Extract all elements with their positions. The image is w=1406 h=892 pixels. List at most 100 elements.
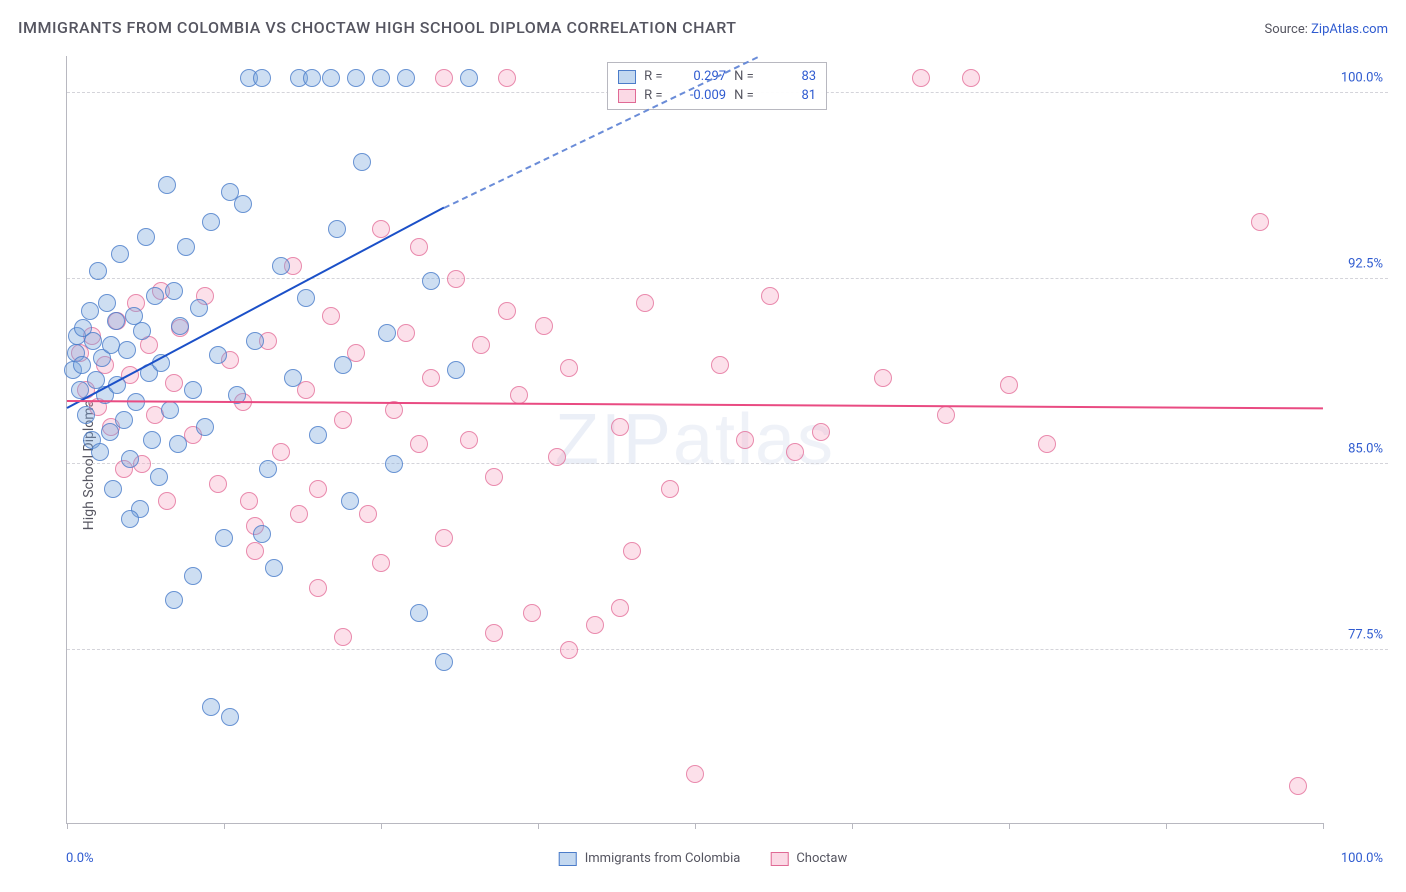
scatter-point (303, 69, 321, 87)
scatter-point (158, 176, 176, 194)
scatter-point (786, 443, 804, 461)
scatter-point (118, 341, 136, 359)
scatter-point (711, 356, 729, 374)
scatter-point (611, 599, 629, 617)
scatter-point (137, 228, 155, 246)
stat-n-value: 81 (768, 88, 816, 103)
scatter-point (265, 559, 283, 577)
scatter-point (460, 431, 478, 449)
plot-area: ZIPatlas 77.5%85.0%92.5%100.0%R =0.297N … (66, 56, 1323, 824)
scatter-point (309, 579, 327, 597)
scatter-point (158, 492, 176, 510)
scatter-point (253, 525, 271, 543)
scatter-point (169, 435, 187, 453)
x-tick (67, 823, 68, 829)
x-tick (1323, 823, 1324, 829)
scatter-point (91, 443, 109, 461)
scatter-point (372, 554, 390, 572)
scatter-point (322, 307, 340, 325)
y-tick-label: 100.0% (1341, 71, 1383, 86)
scatter-point (184, 567, 202, 585)
scatter-point (115, 411, 133, 429)
trend-line-pink (67, 400, 1323, 409)
scatter-point (328, 220, 346, 238)
scatter-point (761, 287, 779, 305)
scatter-point (309, 480, 327, 498)
scatter-point (161, 401, 179, 419)
scatter-point (636, 294, 654, 312)
stats-row: R =-0.009N =81 (608, 86, 826, 105)
scatter-point (184, 381, 202, 399)
scatter-point (202, 213, 220, 231)
x-tick (852, 823, 853, 829)
x-tick (1166, 823, 1167, 829)
scatter-point (272, 443, 290, 461)
scatter-point (912, 69, 930, 87)
scatter-point (165, 282, 183, 300)
source-link[interactable]: ZipAtlas.com (1311, 22, 1388, 37)
scatter-point (359, 505, 377, 523)
scatter-point (209, 346, 227, 364)
scatter-point (190, 299, 208, 317)
scatter-point (165, 374, 183, 392)
scatter-point (77, 406, 95, 424)
scatter-point (535, 317, 553, 335)
stat-n-value: 83 (768, 69, 816, 84)
scatter-point (874, 369, 892, 387)
scatter-point (623, 542, 641, 560)
scatter-point (736, 431, 754, 449)
scatter-point (98, 294, 116, 312)
scatter-point (498, 69, 516, 87)
scatter-point (133, 322, 151, 340)
watermark-bold: ZIP (555, 400, 673, 480)
scatter-point (410, 435, 428, 453)
scatter-point (962, 69, 980, 87)
scatter-point (334, 356, 352, 374)
y-tick-label: 85.0% (1348, 442, 1383, 457)
scatter-point (171, 317, 189, 335)
scatter-point (397, 324, 415, 342)
scatter-point (435, 69, 453, 87)
scatter-point (485, 468, 503, 486)
scatter-point (107, 312, 125, 330)
scatter-point (661, 480, 679, 498)
scatter-point (73, 356, 91, 374)
watermark: ZIPatlas (555, 399, 835, 481)
scatter-point (81, 302, 99, 320)
scatter-point (611, 418, 629, 436)
scatter-point (290, 505, 308, 523)
scatter-point (510, 386, 528, 404)
source-label: Source: ZipAtlas.com (1264, 22, 1388, 37)
scatter-point (378, 324, 396, 342)
scatter-point (586, 616, 604, 634)
scatter-point (297, 289, 315, 307)
scatter-point (560, 359, 578, 377)
stat-r-label: R = (644, 69, 670, 84)
scatter-point (472, 336, 490, 354)
scatter-point (104, 480, 122, 498)
scatter-point (447, 361, 465, 379)
scatter-point (111, 245, 129, 263)
scatter-point (146, 287, 164, 305)
bottom-legend: Immigrants from Colombia Choctaw (559, 851, 848, 866)
scatter-point (143, 431, 161, 449)
scatter-point (102, 336, 120, 354)
scatter-point (209, 475, 227, 493)
trend-line-blue-dash (443, 56, 758, 209)
x-tick (538, 823, 539, 829)
legend-label: Choctaw (796, 851, 847, 866)
scatter-point (410, 238, 428, 256)
scatter-point (341, 492, 359, 510)
scatter-point (234, 195, 252, 213)
scatter-point (435, 653, 453, 671)
scatter-point (422, 272, 440, 290)
legend-swatch (770, 852, 788, 866)
scatter-point (84, 332, 102, 350)
scatter-point (215, 529, 233, 547)
scatter-point (485, 624, 503, 642)
scatter-point (334, 628, 352, 646)
x-axis-max-label: 100.0% (1341, 851, 1383, 866)
legend-label: Immigrants from Colombia (585, 851, 741, 866)
chart-title: IMMIGRANTS FROM COLOMBIA VS CHOCTAW HIGH… (18, 18, 737, 37)
scatter-point (435, 529, 453, 547)
